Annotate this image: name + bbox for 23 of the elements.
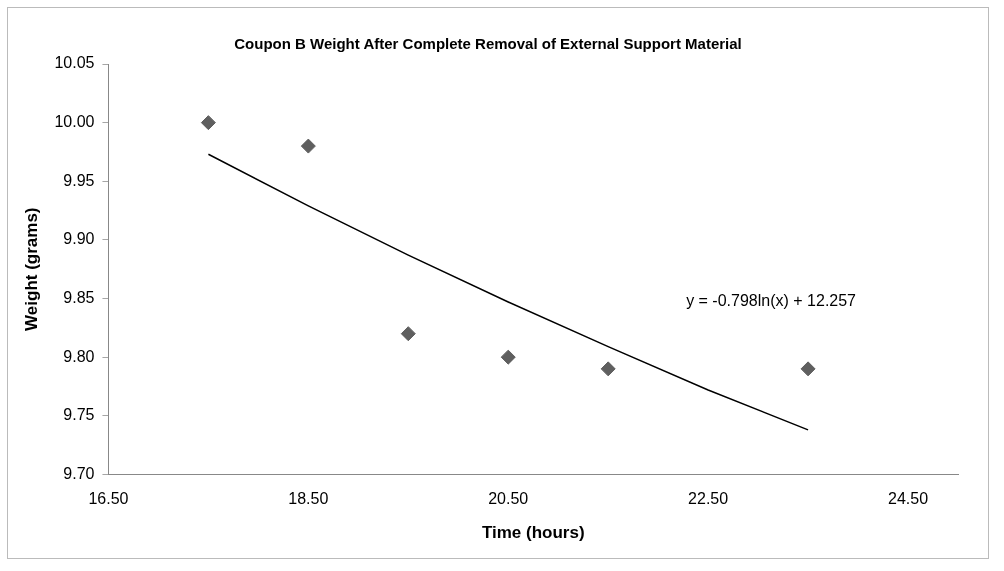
y-tick-label: 9.90 xyxy=(63,230,95,248)
x-tick-label: 22.50 xyxy=(688,490,729,508)
y-tick-label: 10.00 xyxy=(54,113,95,131)
y-tick-label: 9.95 xyxy=(63,171,95,189)
annotation: y = -0.798ln(x) + 12.257 xyxy=(686,292,857,310)
chart-title: Coupon B Weight After Complete Removal of External Support Material xyxy=(234,35,742,53)
y-tick-label: 9.70 xyxy=(63,464,95,482)
point xyxy=(500,349,516,365)
x-tick-label: 16.50 xyxy=(88,490,129,508)
y-tick-label: 9.80 xyxy=(63,347,95,365)
y-tick-label: 10.05 xyxy=(54,54,95,72)
y-axis-title: Weight (grams) xyxy=(21,207,41,331)
x-tick-label: 18.50 xyxy=(288,490,329,508)
point xyxy=(200,115,216,131)
y-tick-label: 9.75 xyxy=(63,406,95,424)
x-tick-label: 20.50 xyxy=(488,490,529,508)
point xyxy=(800,361,816,377)
x-axis-title: Time (hours) xyxy=(481,523,585,543)
point xyxy=(600,361,616,377)
point xyxy=(400,326,416,342)
x-tick-label: 24.50 xyxy=(888,490,929,508)
point xyxy=(300,138,316,154)
y-tick-label: 9.85 xyxy=(63,288,95,306)
